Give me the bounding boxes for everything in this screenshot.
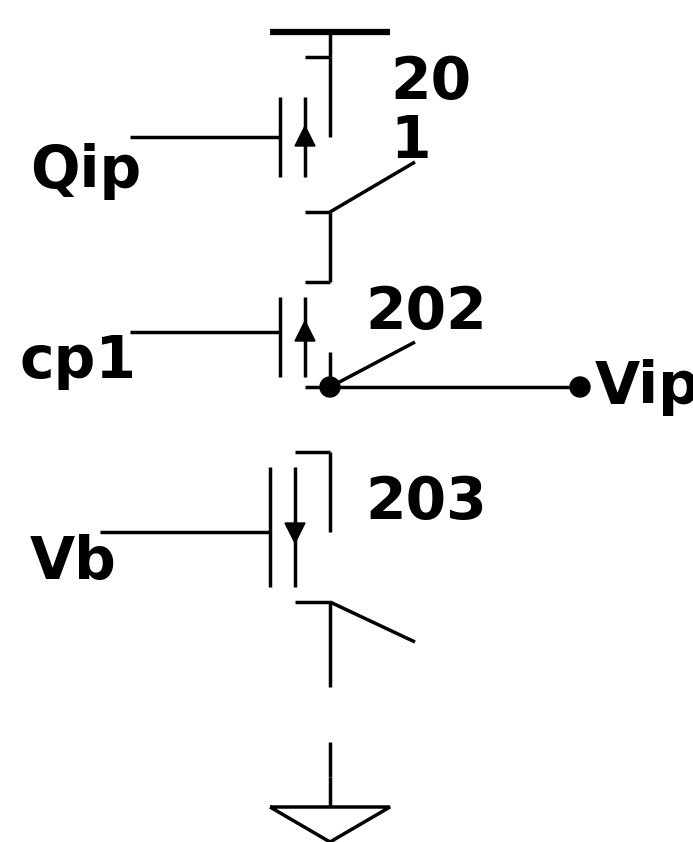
Circle shape <box>320 377 340 397</box>
Polygon shape <box>295 321 315 341</box>
Polygon shape <box>295 126 315 146</box>
Circle shape <box>570 377 590 397</box>
Text: 20: 20 <box>390 54 471 110</box>
Text: 203: 203 <box>365 473 486 530</box>
Text: 1: 1 <box>390 114 430 170</box>
Text: Vip: Vip <box>595 359 693 415</box>
Text: 202: 202 <box>365 284 486 340</box>
Text: Vb: Vb <box>30 534 117 590</box>
Polygon shape <box>285 523 305 543</box>
Text: cp1: cp1 <box>20 333 137 391</box>
Text: Qip: Qip <box>30 143 141 200</box>
